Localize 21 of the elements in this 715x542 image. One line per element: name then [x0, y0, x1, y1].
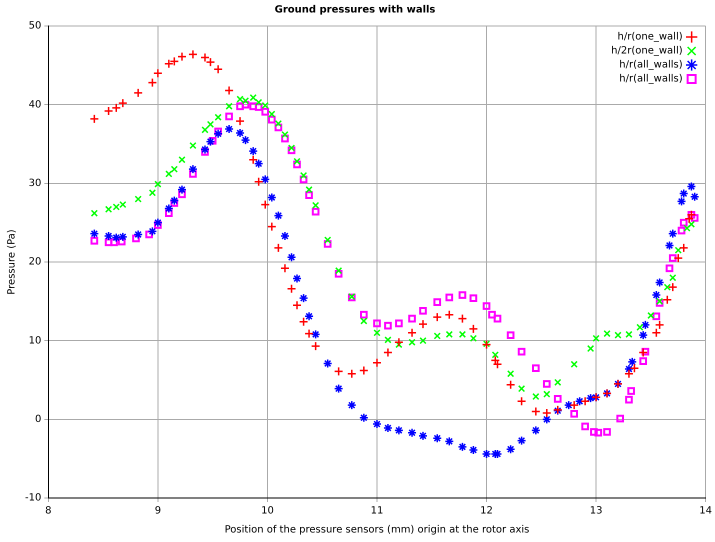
x-tick-label: 13 — [590, 506, 602, 517]
legend-label: h/2r(one_wall) — [611, 46, 683, 57]
x-tick-label: 14 — [699, 506, 712, 517]
y-tick-label: 30 — [28, 178, 42, 189]
y-tick-label: 0 — [34, 414, 42, 425]
x-tick-label: 9 — [154, 506, 162, 517]
x-tick-label: 11 — [370, 506, 384, 517]
y-tick-label: 40 — [28, 99, 42, 110]
legend-label: h/r(all_walls) — [619, 74, 683, 85]
x-axis-title: Position of the pressure sensors (mm) origin at the rotor axis — [224, 524, 530, 536]
y-tick-label: 20 — [28, 256, 42, 268]
x-tick-label: 10 — [261, 506, 274, 517]
legend-label: h/r(all_walls) — [619, 60, 683, 71]
legend-label: h/r(one_wall) — [618, 32, 683, 43]
x-tick-label: 12 — [480, 506, 493, 517]
y-axis-title: Pressure (Pa) — [6, 229, 18, 295]
chart-title: Ground pressures with walls — [274, 4, 436, 16]
y-tick-label: 10 — [28, 335, 42, 346]
x-tick-label: 8 — [45, 506, 52, 517]
y-tick-label: -10 — [24, 492, 42, 504]
y-tick-label: 50 — [28, 20, 42, 32]
